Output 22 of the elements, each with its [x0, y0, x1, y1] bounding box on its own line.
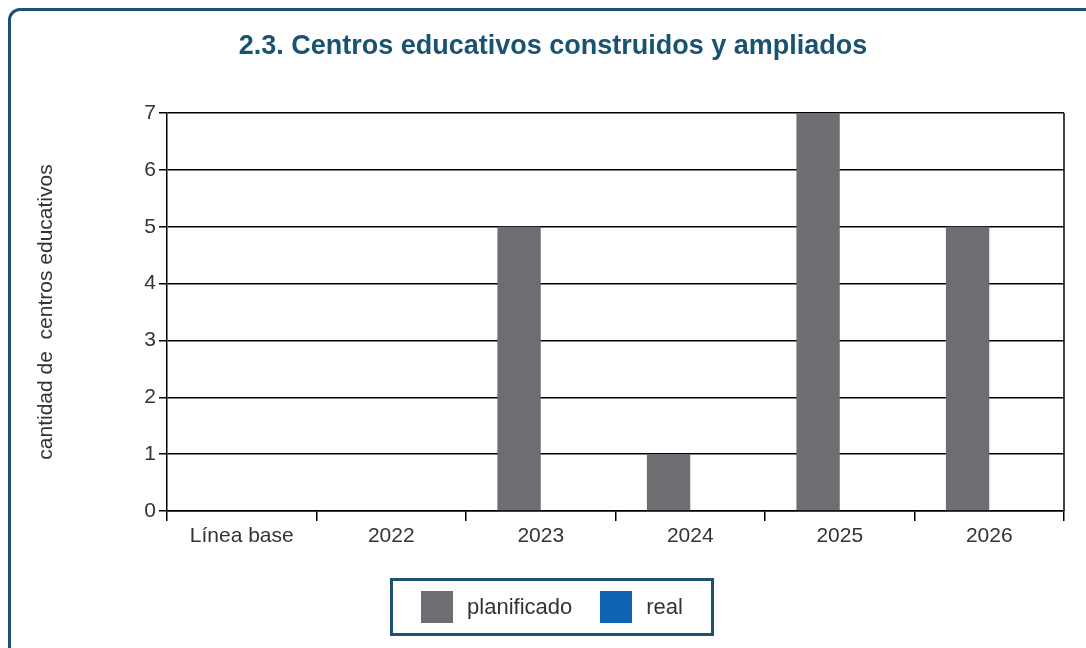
y-tick-label: 4 [144, 270, 157, 294]
y-axis-title: cantidad de centros educativos [33, 164, 57, 460]
chart-title: 2.3. Centros educativos construidos y ampliados [237, 30, 869, 61]
y-tick-label: 3 [144, 327, 156, 351]
y-tick-label: 2 [144, 384, 156, 408]
x-tick-label: 2024 [666, 523, 714, 547]
x-tick-label: Línea base [189, 523, 294, 547]
bar [646, 454, 691, 511]
y-tick-label: 5 [144, 213, 156, 237]
x-tick-label: 2026 [965, 523, 1013, 547]
bar [796, 113, 840, 511]
x-tick-label: 2023 [517, 523, 565, 547]
y-tick-label: 0 [144, 497, 156, 521]
x-tick-label: 2022 [367, 523, 415, 547]
legend-label: planificado [467, 594, 573, 620]
bar [497, 226, 541, 511]
y-tick-label: 6 [144, 156, 156, 180]
x-tick-label: 2025 [816, 523, 864, 547]
bar [945, 226, 990, 511]
legend-label: real [646, 594, 683, 620]
y-tick-label: 1 [144, 440, 156, 464]
y-tick-label: 7 [144, 99, 156, 123]
